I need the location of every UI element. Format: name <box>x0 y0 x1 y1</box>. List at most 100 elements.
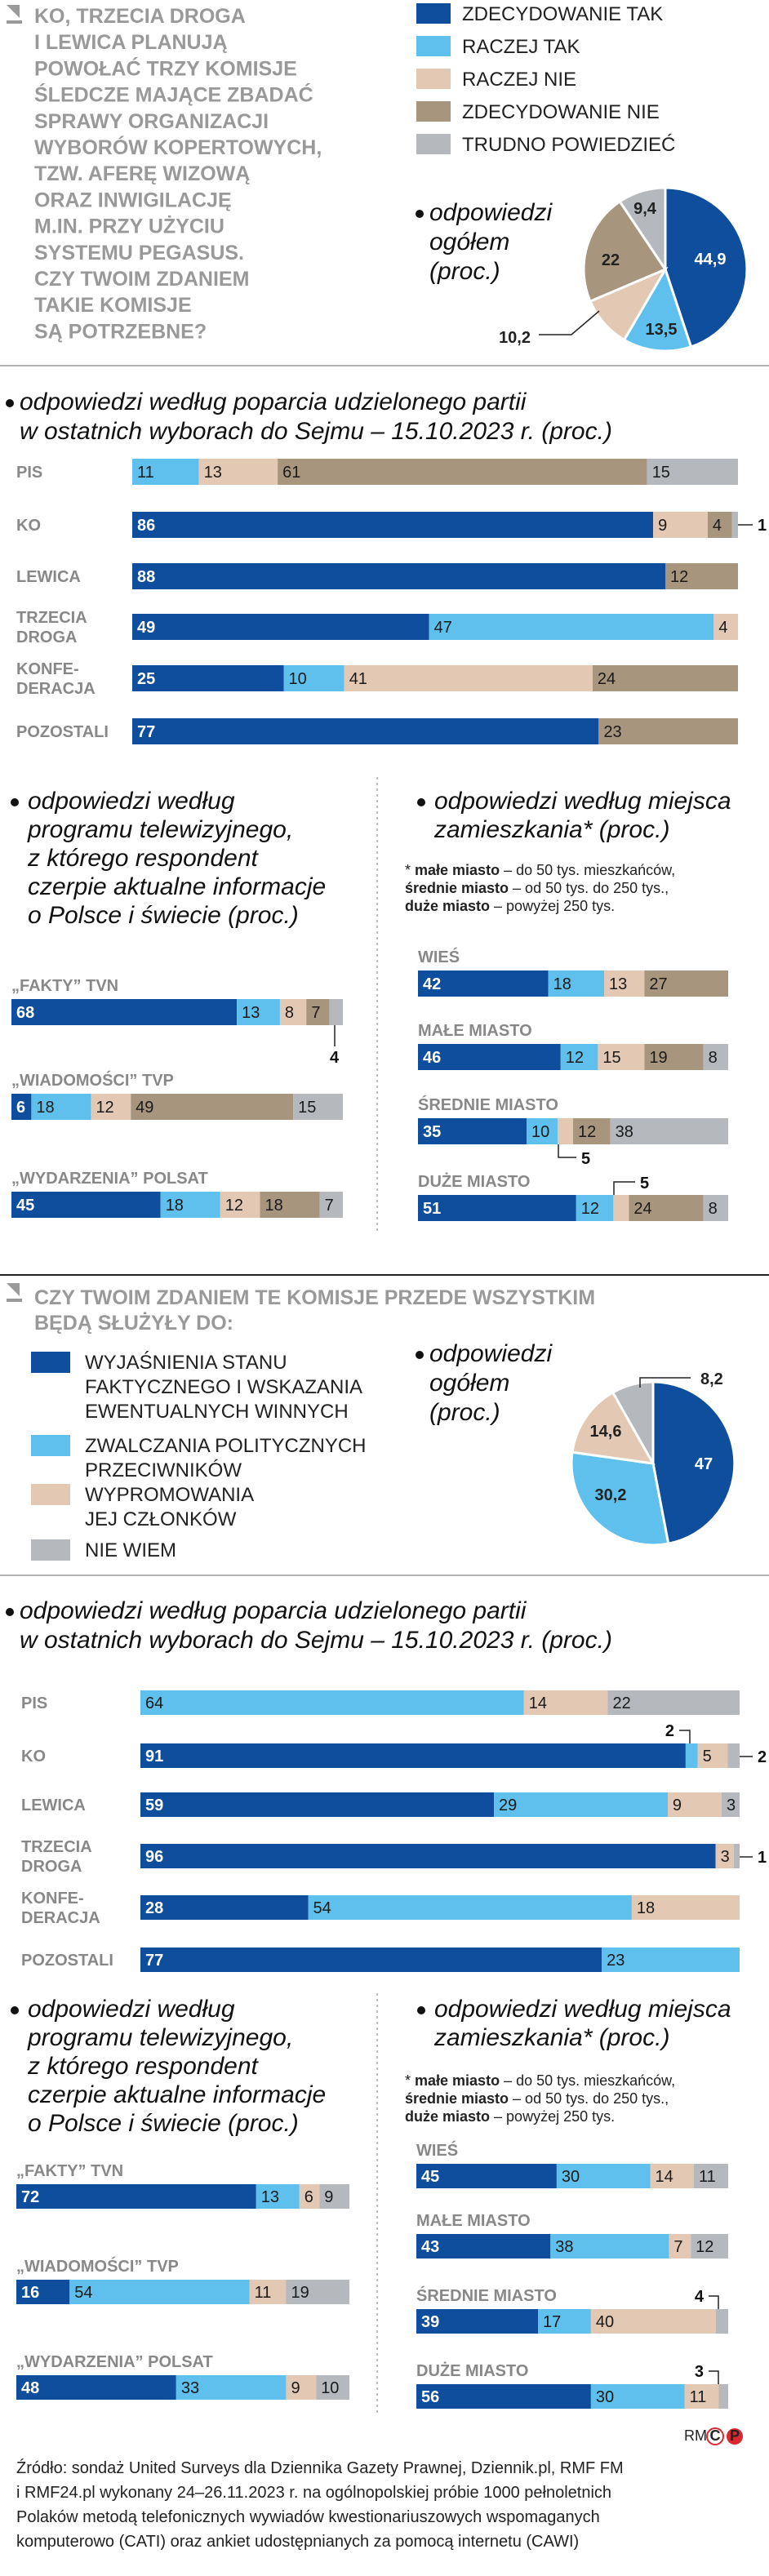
bar-segment <box>715 1844 734 1868</box>
leader-line <box>558 1144 576 1158</box>
row-label: DROGA <box>21 1858 82 1876</box>
bar-segment <box>256 2184 300 2209</box>
row-label: POZOSTALI <box>16 723 109 741</box>
note-part: * <box>405 2072 415 2089</box>
bar-segment <box>283 665 344 691</box>
bar-segment <box>707 512 732 538</box>
bar-segment <box>573 1118 611 1144</box>
leader-line <box>709 2370 719 2384</box>
legend-label: WYPROMOWANIA <box>85 1484 254 1506</box>
data-label: 59 <box>145 1797 163 1814</box>
note-line: duże miasto – powyżej 250 tys. <box>405 2108 615 2125</box>
data-label: 18 <box>637 1899 655 1917</box>
legend-swatch <box>416 69 451 89</box>
bar-segment <box>316 2375 349 2400</box>
data-label: 5 <box>581 1150 590 1168</box>
bullet-icon <box>416 210 424 218</box>
bar-segment <box>416 2384 591 2409</box>
bar-segment <box>140 1895 309 1920</box>
question-line: SPRAWY ORGANIZACJI <box>34 110 269 133</box>
data-label: 11 <box>690 2388 707 2406</box>
bar-segment <box>140 1690 524 1715</box>
legend-swatch <box>416 36 451 56</box>
bar-segment <box>160 1192 220 1218</box>
data-label: 88 <box>137 568 155 586</box>
bar-segment <box>644 970 728 997</box>
bar-segment <box>140 1948 602 1972</box>
row-label: „FAKTY” TVN <box>16 2162 123 2180</box>
subtitle: odpowiedzi według poparcia udzielonego p… <box>20 389 527 415</box>
arrow-icon <box>7 5 20 18</box>
question-line: SĄ POTRZEBNE? <box>34 320 207 343</box>
data-label: 18 <box>166 1197 184 1215</box>
question-line: M.IN. PRZY UŻYCIU <box>34 215 224 238</box>
data-label: 18 <box>36 1099 54 1117</box>
row-label: LEWICA <box>16 568 81 586</box>
data-label: 5 <box>703 1748 712 1765</box>
data-label: 12 <box>578 1123 596 1141</box>
data-label: 9 <box>291 2379 300 2397</box>
subtitle: zamieszkania* (proc.) <box>433 816 669 843</box>
row-label: MAŁE MIASTO <box>416 2212 531 2230</box>
bar-segment <box>613 1195 629 1221</box>
pie-label: 47 <box>695 1455 713 1473</box>
bar-segment <box>319 1192 343 1218</box>
row-label: „WYDARZENIA” POLSAT <box>16 2353 213 2371</box>
subtitle: z którego respondent <box>27 2053 260 2080</box>
data-label: 7 <box>673 2238 682 2256</box>
data-label: 8 <box>709 1200 718 1218</box>
data-label: 38 <box>555 2238 573 2256</box>
bar-segment <box>31 1094 91 1120</box>
bar-segment <box>416 2309 538 2334</box>
bar-segment <box>16 2280 70 2304</box>
data-label: 6 <box>16 1099 25 1117</box>
data-label: 13 <box>204 464 222 482</box>
row-label: TRZECIA <box>16 609 87 627</box>
data-label: 25 <box>137 670 155 688</box>
bar-segment <box>132 459 199 485</box>
data-label: 1 <box>758 517 767 535</box>
question-line: POWOŁAĆ TRZY KOMISJE <box>34 56 297 80</box>
subtitle: w ostatnich wyborach do Sejmu – 15.10.20… <box>20 1627 612 1654</box>
bar-segment <box>176 2375 287 2400</box>
data-label: 2 <box>665 1722 674 1740</box>
legend-label: PRZECIWNIKÓW <box>85 1459 242 1481</box>
row-label: KONFE- <box>21 1890 84 1908</box>
data-label: 12 <box>225 1197 243 1215</box>
bar-segment <box>131 1094 294 1120</box>
note-line: * małe miasto – do 50 tys. mieszkańców, <box>405 862 675 878</box>
data-label: 11 <box>137 464 154 482</box>
data-label: 68 <box>16 1004 34 1022</box>
leader-line <box>539 310 600 335</box>
data-label: 10 <box>321 2379 339 2397</box>
bar-segment <box>715 2309 728 2334</box>
bullet-icon <box>6 1608 14 1616</box>
bar-segment <box>727 1743 740 1768</box>
note-part: średnie miasto <box>405 2090 509 2107</box>
data-label: 12 <box>696 2238 713 2256</box>
data-label: 30 <box>562 2168 580 2186</box>
bar-segment <box>590 2384 685 2409</box>
pie-caption: (proc.) <box>429 1399 500 1426</box>
source-line: Polaków metodą telefonicznych wywiadów k… <box>16 2508 600 2526</box>
data-label: 13 <box>609 975 627 993</box>
row-label: DERACJA <box>21 1909 100 1927</box>
bar-segment <box>548 970 604 997</box>
data-label: 24 <box>633 1200 651 1218</box>
bar-segment <box>607 1690 740 1715</box>
bullet-icon <box>416 1351 424 1359</box>
bar-segment <box>722 1792 740 1817</box>
bar-segment <box>286 2375 317 2400</box>
data-label: 3 <box>721 1848 730 1866</box>
bar-segment <box>684 2384 719 2409</box>
pie-label: 44,9 <box>695 251 727 269</box>
row-label: ŚREDNIE MIASTO <box>418 1095 558 1114</box>
data-label: 49 <box>136 1099 153 1117</box>
bar-segment <box>629 1195 704 1221</box>
row-label: LEWICA <box>21 1797 86 1814</box>
leader-line <box>679 1730 691 1743</box>
pie-label: 10,2 <box>499 329 531 347</box>
bar-segment <box>731 512 738 538</box>
bar-segment <box>220 1192 260 1218</box>
